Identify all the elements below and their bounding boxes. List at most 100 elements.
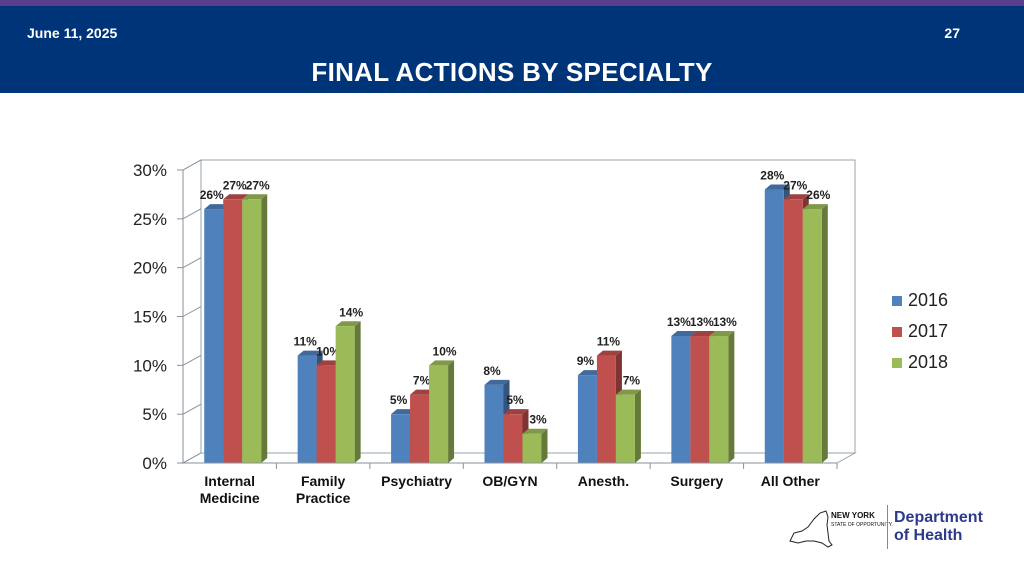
- data-label: 27%: [223, 178, 247, 192]
- bar-top: [783, 194, 809, 200]
- bar-side: [821, 204, 828, 464]
- x-category-label: Psychiatry: [381, 473, 452, 489]
- y-tick-depth: [182, 354, 202, 366]
- data-label: 28%: [760, 169, 784, 183]
- bar-top: [410, 389, 436, 395]
- bar-2017: [223, 199, 243, 464]
- bar-top: [204, 204, 230, 210]
- x-category-label: OB/GYN: [482, 473, 537, 489]
- logo-department-name: Department of Health: [894, 509, 983, 545]
- bar-top: [242, 194, 268, 200]
- logo-divider: [887, 505, 888, 549]
- bar-2018: [709, 336, 729, 463]
- bar-top: [596, 350, 622, 356]
- data-label: 11%: [293, 335, 317, 349]
- x-category-label: All Other: [761, 473, 821, 489]
- bar-top: [297, 350, 323, 356]
- legend-swatch: [892, 357, 902, 368]
- bar-side: [261, 194, 268, 464]
- data-label: 7%: [623, 374, 641, 388]
- y-tick-label: 15%: [133, 308, 167, 327]
- bar-2016: [391, 414, 411, 463]
- slide-header: June 11, 2025 27 FINAL ACTIONS BY SPECIA…: [0, 6, 1024, 93]
- y-tick-depth: [182, 159, 202, 171]
- bar-top: [335, 321, 361, 327]
- logo-state-name: NEW YORK: [831, 511, 875, 520]
- y-tick-depth: [182, 257, 202, 269]
- top-accent-stripe: [0, 0, 1024, 6]
- data-label: 14%: [339, 305, 363, 319]
- data-label: 5%: [390, 393, 408, 407]
- bar-top: [484, 379, 510, 385]
- bar-side: [728, 331, 735, 463]
- data-label: 10%: [433, 344, 457, 358]
- bar-2016: [484, 384, 504, 463]
- bar-2018: [335, 326, 355, 463]
- bar-top: [429, 360, 455, 366]
- logo-dept-line1: Department: [894, 509, 983, 526]
- new-york-state-map-icon: [789, 510, 833, 548]
- bar-top: [577, 370, 603, 376]
- x-category-label: Family: [301, 473, 346, 489]
- legend-label: 2017: [908, 321, 949, 341]
- slide-title: FINAL ACTIONS BY SPECIALTY: [311, 57, 713, 87]
- y-tick-label: 20%: [133, 259, 167, 278]
- bar-2016: [671, 336, 691, 463]
- bar-2016: [764, 189, 784, 464]
- y-tick-label: 30%: [133, 161, 167, 180]
- bar-2017: [503, 414, 523, 463]
- bar-side: [541, 428, 548, 463]
- y-tick-label: 5%: [142, 405, 167, 424]
- bar-side: [354, 321, 361, 463]
- y-tick-label: 25%: [133, 210, 167, 229]
- legend-label: 2016: [908, 290, 949, 310]
- x-category-label: Surgery: [670, 473, 723, 489]
- slide-date: June 11, 2025: [27, 25, 118, 41]
- x-category-label: Practice: [296, 490, 351, 506]
- bar-2018: [802, 209, 822, 463]
- bar-top: [671, 331, 697, 337]
- data-label: 13%: [690, 315, 714, 329]
- data-label: 27%: [246, 178, 270, 192]
- bar-side: [634, 389, 641, 463]
- y-tick-depth: [182, 403, 202, 415]
- x-category-label: Anesth.: [578, 473, 629, 489]
- bar-2017: [596, 355, 616, 463]
- data-label: 26%: [200, 188, 224, 202]
- bar-2017: [690, 336, 710, 463]
- data-label: 3%: [529, 413, 547, 427]
- data-label: 13%: [713, 315, 737, 329]
- y-tick-depth: [182, 452, 202, 464]
- y-tick-label: 10%: [133, 356, 167, 375]
- bar-2016: [297, 355, 317, 463]
- legend-swatch: [892, 326, 902, 337]
- y-tick-depth: [182, 306, 202, 317]
- chart-legend: 2016 2017 2018: [892, 285, 948, 378]
- data-label: 8%: [483, 364, 501, 378]
- legend-label: 2018: [908, 352, 949, 372]
- bar-top: [690, 331, 716, 337]
- bar-2017: [783, 199, 803, 464]
- bar-2018: [242, 199, 262, 464]
- nys-doh-logo: NEW YORK STATE OF OPPORTUNITY. Departmen…: [788, 503, 988, 555]
- bar-top: [316, 360, 342, 366]
- logo-dept-line2: of Health: [894, 527, 963, 544]
- y-tick-label: 0%: [142, 454, 167, 473]
- bar-top: [615, 389, 641, 395]
- logo-state-tagline: STATE OF OPPORTUNITY.: [831, 522, 893, 528]
- data-label: 13%: [667, 315, 691, 329]
- bar-side: [448, 360, 455, 463]
- data-label: 7%: [413, 374, 431, 388]
- data-label: 9%: [577, 354, 595, 368]
- bar-2018: [429, 365, 449, 463]
- legend-item: 2017: [892, 316, 948, 347]
- x-category-label: Internal: [204, 473, 255, 489]
- bar-2018: [615, 394, 635, 463]
- data-label: 10%: [316, 344, 340, 358]
- bar-2018: [522, 433, 542, 463]
- legend-item: 2016: [892, 285, 948, 316]
- bar-top: [802, 204, 828, 210]
- legend-swatch: [892, 295, 902, 306]
- data-label: 26%: [806, 188, 830, 202]
